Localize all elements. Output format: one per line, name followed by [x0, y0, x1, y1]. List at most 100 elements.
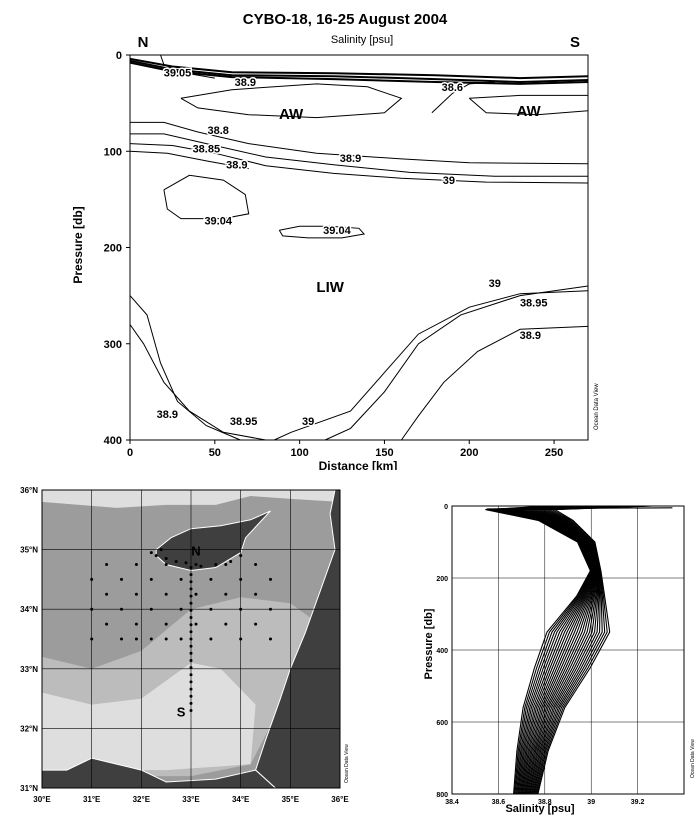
station-marker [105, 622, 109, 626]
x-tick-label: 250 [545, 447, 563, 459]
station-marker [224, 622, 228, 626]
station-marker [149, 577, 153, 581]
contour-line [129, 324, 266, 441]
contour-line [469, 94, 588, 99]
x-axis-label: Distance [km] [319, 459, 398, 470]
profile-line [531, 505, 628, 795]
station-marker [194, 592, 198, 596]
station-marker [134, 563, 138, 566]
lon-tick-label: 34°E [232, 795, 250, 804]
contour-line [400, 325, 589, 441]
x-tick-label: 100 [290, 447, 308, 459]
contour-label: 38.85 [193, 143, 221, 155]
station-marker [269, 577, 272, 581]
contour-line [273, 290, 589, 441]
station-marker [174, 560, 178, 563]
station-marker [189, 673, 193, 677]
chart-title: CYBO-18, 16-25 August 2004 [243, 11, 448, 28]
station-marker [164, 622, 168, 626]
profile-line [521, 505, 603, 795]
station-marker [209, 637, 213, 641]
station-marker [209, 577, 213, 581]
station-marker [134, 592, 138, 596]
station-marker [189, 573, 193, 577]
profile-line [527, 505, 612, 795]
lat-tick-label: 31°N [20, 784, 38, 793]
station-marker [269, 607, 272, 611]
station-map-panel: 30°E 31°E 32°E 33°E 34°E 35°E 36°E 31°N 32°N 33°N… [0, 478, 360, 816]
station-marker [229, 560, 233, 563]
lon-tick-label: 30°E [33, 795, 51, 804]
station-marker [149, 607, 153, 611]
credit-text: Ocean Data View [594, 383, 600, 430]
station-marker [239, 607, 243, 611]
egypt-land [41, 757, 277, 789]
station-marker [90, 577, 94, 581]
contour-line [129, 59, 589, 84]
station-marker [209, 607, 213, 611]
salinity-section-chart: CYBO-18, 16-25 August 2004 Salinity [psu… [71, 11, 600, 470]
chart-subtitle: Salinity [psu] [331, 34, 393, 46]
contour-line [130, 133, 588, 177]
station-marker [189, 694, 193, 698]
contour-label: 38.6 [442, 82, 463, 94]
salinity-profile-chart: 38.4 38.6 38.8 39 39.2 0 200 400 600 800 Pressure… [423, 504, 696, 815]
contour-label: 38.9 [226, 160, 247, 172]
contour-label: 39.04 [323, 225, 351, 237]
station-marker [189, 651, 193, 655]
lat-tick-label: 34°N [20, 605, 38, 614]
salinity-profile-panel: 38.4 38.6 38.8 39 39.2 0 200 400 600 800 Pressure… [412, 478, 697, 816]
contour-label: 38.9 [520, 330, 541, 342]
contour-label: 39.05 [164, 67, 192, 79]
profile-y-tick-label: 400 [436, 648, 448, 655]
map-north-label: N [191, 544, 200, 559]
station-marker [189, 601, 193, 605]
lat-tick-label: 35°N [20, 546, 38, 555]
station-marker [149, 551, 153, 555]
station-marker [164, 637, 168, 641]
station-marker [189, 680, 193, 684]
x-tick-label: 150 [375, 447, 393, 459]
station-marker [189, 659, 193, 662]
contour-line [130, 121, 589, 165]
station-marker [154, 554, 158, 558]
contour-label: 38.9 [340, 153, 361, 165]
station-marker [194, 563, 198, 566]
contour-label: 39.04 [204, 216, 232, 228]
profile-line [535, 505, 645, 795]
station-marker [134, 637, 138, 641]
contour-line [468, 97, 589, 116]
contour-label: 39 [489, 278, 501, 290]
station-marker [90, 607, 94, 611]
profile-line [529, 505, 620, 795]
station-marker [189, 630, 193, 634]
x-tick-label: 0 [127, 447, 133, 459]
station-marker [189, 709, 193, 712]
station-marker [164, 563, 168, 566]
station-map: 30°E 31°E 32°E 33°E 34°E 35°E 36°E 31°N 32°N 33°N… [20, 486, 350, 804]
profile-y-tick-label: 800 [436, 792, 448, 799]
contour-line [129, 57, 589, 80]
station-marker [189, 701, 193, 705]
station-marker [239, 577, 243, 581]
station-marker [105, 563, 109, 566]
station-marker [254, 563, 258, 566]
station-marker [189, 637, 193, 641]
contour-line [129, 150, 249, 170]
station-marker [120, 637, 123, 641]
profile-x-tick-label: 39 [587, 799, 595, 806]
surface-scatter-line [486, 507, 673, 510]
contour-label: 38.9 [235, 77, 256, 89]
contour-line [129, 295, 241, 441]
lon-tick-label: 32°E [133, 795, 151, 804]
contour-label: 38.95 [230, 416, 258, 428]
y-axis-label: Pressure [db] [71, 206, 85, 283]
lat-tick-label: 33°N [20, 665, 38, 674]
station-marker [189, 687, 193, 691]
profile-line [518, 505, 599, 795]
y-tick-label: 300 [104, 339, 122, 351]
contour-label: 38.95 [520, 297, 548, 309]
lat-tick-label: 36°N [20, 486, 38, 495]
profile-line [524, 505, 608, 795]
contour-line [129, 61, 589, 85]
